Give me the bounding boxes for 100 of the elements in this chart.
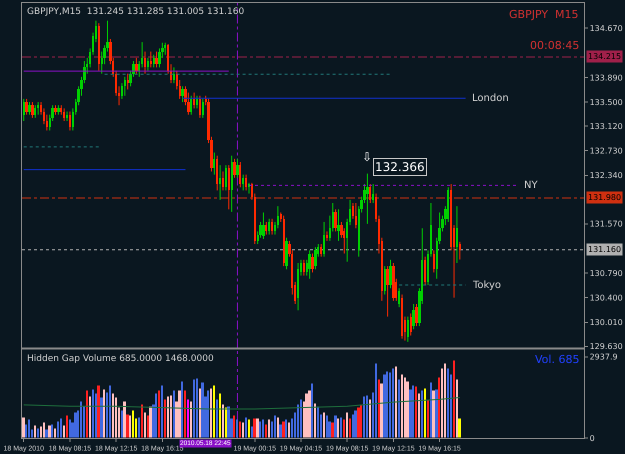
bar bbox=[129, 416, 131, 438]
bar bbox=[48, 426, 51, 438]
bar bbox=[279, 424, 282, 438]
bar bbox=[178, 390, 181, 438]
bar bbox=[227, 406, 230, 438]
bar bbox=[187, 400, 189, 438]
bar bbox=[132, 410, 134, 438]
bar bbox=[366, 396, 368, 438]
bar bbox=[277, 418, 279, 438]
bar bbox=[97, 386, 100, 438]
bar bbox=[308, 390, 311, 438]
ref-line-label: 131.980 bbox=[588, 193, 622, 202]
bar bbox=[22, 418, 25, 438]
bar bbox=[375, 364, 377, 438]
bar bbox=[80, 402, 82, 438]
bar bbox=[418, 394, 420, 438]
bar bbox=[251, 426, 253, 438]
bar bbox=[51, 424, 53, 438]
bar bbox=[95, 394, 97, 438]
bar bbox=[199, 388, 201, 438]
bar bbox=[236, 420, 238, 438]
bar bbox=[300, 400, 302, 438]
bar bbox=[253, 418, 256, 438]
y-tick-label: 134.670 bbox=[590, 24, 623, 34]
bar bbox=[103, 390, 105, 438]
bar bbox=[66, 416, 68, 438]
bar bbox=[259, 422, 261, 438]
bar bbox=[447, 368, 449, 438]
bar bbox=[424, 388, 426, 438]
bar bbox=[383, 374, 386, 438]
bar bbox=[225, 408, 227, 438]
bar bbox=[201, 382, 204, 438]
bar bbox=[37, 428, 39, 438]
bar bbox=[378, 380, 380, 438]
bar bbox=[395, 366, 397, 438]
bar bbox=[167, 396, 169, 438]
bar bbox=[69, 420, 71, 438]
bar bbox=[334, 416, 337, 438]
bar bbox=[245, 418, 247, 438]
bar bbox=[115, 398, 117, 438]
bar bbox=[219, 394, 221, 438]
bar bbox=[112, 394, 114, 438]
bar bbox=[282, 422, 285, 438]
y-tick-label: 133.890 bbox=[590, 73, 623, 82]
bar bbox=[28, 420, 30, 438]
bar bbox=[144, 412, 146, 438]
bar bbox=[265, 424, 267, 438]
bar bbox=[43, 422, 45, 438]
bar bbox=[57, 422, 59, 438]
annotation: Vol. 685 bbox=[535, 353, 580, 366]
bar bbox=[337, 418, 339, 438]
bar bbox=[86, 390, 88, 438]
bar bbox=[216, 400, 218, 438]
bar bbox=[213, 386, 215, 438]
bar bbox=[173, 390, 175, 438]
bar bbox=[138, 418, 140, 438]
bar bbox=[317, 406, 319, 438]
bar bbox=[222, 404, 224, 438]
bar bbox=[430, 382, 432, 438]
bar bbox=[363, 396, 365, 438]
bar bbox=[126, 414, 129, 438]
bar bbox=[438, 378, 440, 438]
y-tick-label: 129.630 bbox=[590, 342, 623, 352]
bar bbox=[196, 378, 198, 438]
bar bbox=[149, 406, 152, 438]
bar bbox=[34, 426, 36, 438]
ref-line-label: 131.160 bbox=[588, 245, 622, 254]
bar bbox=[158, 390, 160, 438]
bar bbox=[432, 390, 435, 438]
bar bbox=[184, 390, 186, 438]
bar bbox=[421, 390, 423, 438]
bar bbox=[435, 390, 438, 438]
bar bbox=[193, 380, 195, 438]
bar bbox=[314, 404, 316, 438]
bar bbox=[89, 396, 91, 438]
bar bbox=[181, 382, 183, 438]
bar bbox=[242, 422, 244, 438]
bar bbox=[458, 418, 461, 438]
bar bbox=[248, 420, 250, 438]
bar bbox=[256, 418, 259, 438]
bar bbox=[268, 420, 270, 438]
series-label: NY bbox=[524, 180, 538, 191]
annotation: 132.366 bbox=[375, 160, 425, 174]
bar bbox=[285, 420, 287, 438]
series-label: London bbox=[472, 93, 509, 104]
bar bbox=[164, 400, 166, 438]
y-tick-label: 0 bbox=[590, 434, 595, 443]
bar bbox=[239, 422, 241, 438]
bar bbox=[123, 402, 126, 438]
bar bbox=[74, 412, 77, 438]
bar bbox=[331, 422, 334, 438]
bar bbox=[406, 382, 409, 438]
bar bbox=[155, 394, 157, 438]
bar bbox=[360, 404, 362, 438]
bar bbox=[389, 372, 391, 438]
bar bbox=[386, 372, 388, 438]
bar bbox=[354, 410, 357, 438]
annotation: GBPJPY,M15 131.245 131.285 131.005 131.160 bbox=[27, 7, 244, 17]
bar bbox=[262, 420, 264, 438]
bar bbox=[274, 416, 276, 438]
